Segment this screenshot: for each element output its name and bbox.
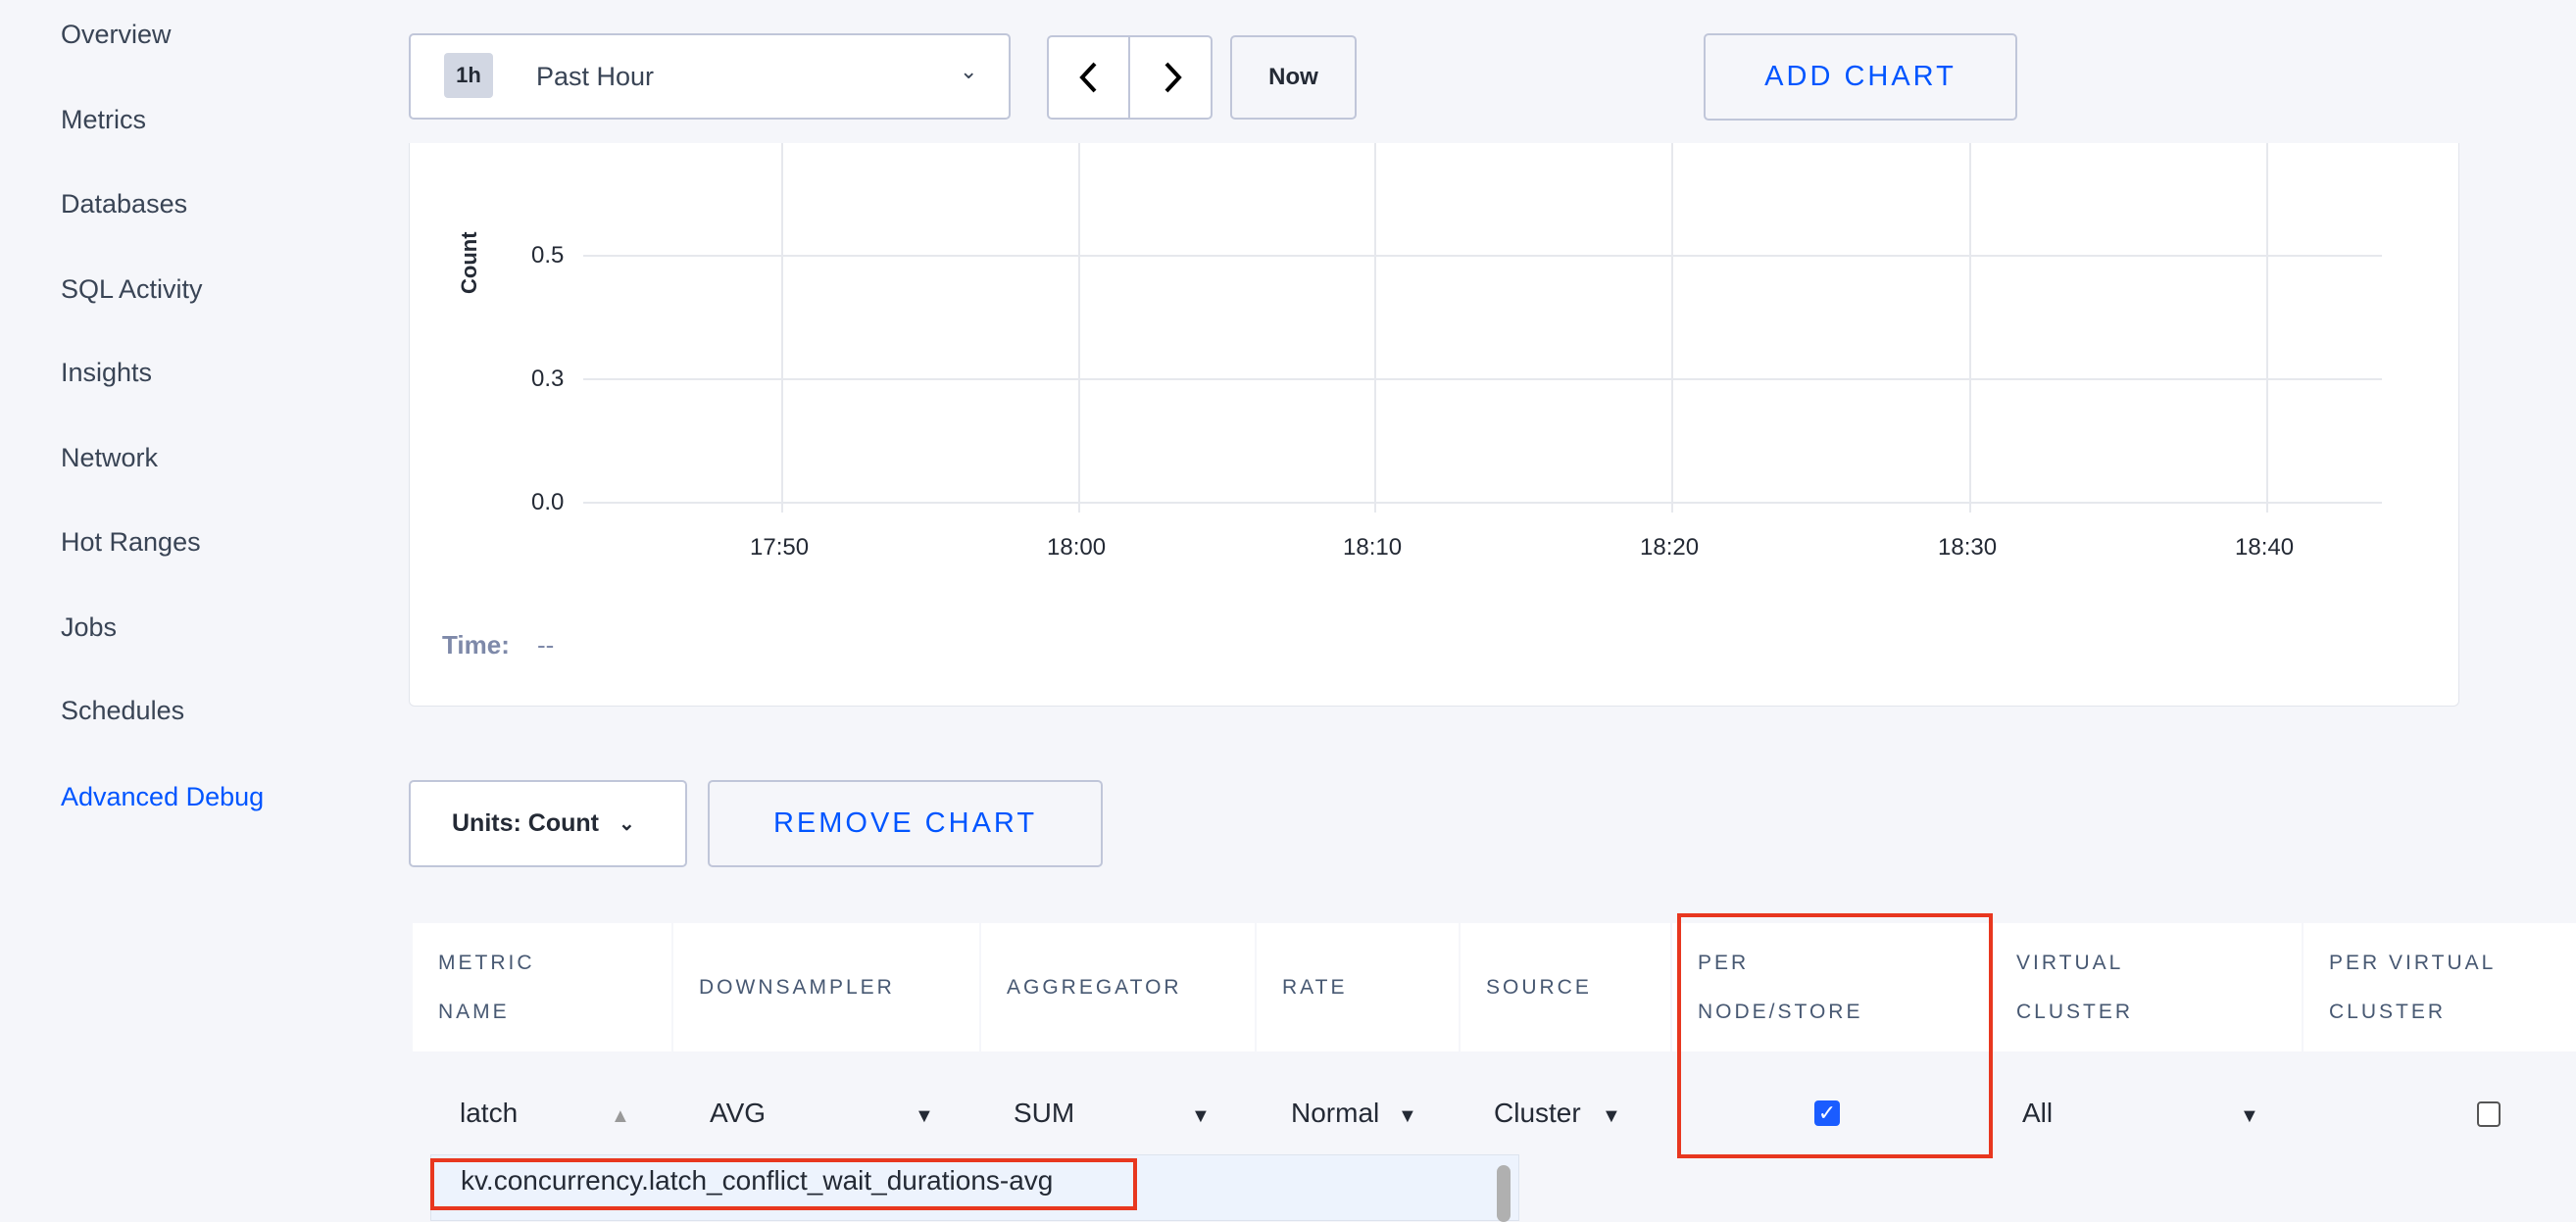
chevron-down-icon: ⌄	[618, 813, 635, 835]
source-select[interactable]: Cluster	[1494, 1098, 1581, 1128]
x-tick: 18:20	[1640, 534, 1700, 561]
gridline	[1671, 143, 1673, 513]
header-source: SOURCE	[1461, 923, 1670, 1051]
y-tick: 0.0	[531, 489, 565, 515]
now-button[interactable]: Now	[1230, 35, 1357, 120]
gridline	[1374, 143, 1376, 513]
time-label: Time:	[442, 630, 510, 660]
previous-button[interactable]	[1049, 37, 1130, 118]
time-range-label: Past Hour	[536, 62, 655, 91]
sidebar-item-schedules[interactable]: Schedules	[61, 696, 185, 725]
per-node-store-checkbox[interactable]: ✓	[1814, 1100, 1840, 1126]
x-tick: 18:30	[1938, 534, 1998, 561]
units-label: Units: Count	[452, 809, 599, 837]
remove-chart-button[interactable]: REMOVE CHART	[708, 780, 1103, 867]
y-axis-label: Count	[457, 231, 481, 294]
sidebar-item-metrics[interactable]: Metrics	[61, 105, 146, 134]
sidebar-item-insights[interactable]: Insights	[61, 358, 153, 387]
highlight-box	[1677, 913, 1993, 1158]
highlight-box	[430, 1158, 1137, 1210]
time-range-select[interactable]: 1h Past Hour ⌄	[409, 33, 1011, 120]
virtual-cluster-select[interactable]: All	[2022, 1098, 2054, 1128]
metric-name-input[interactable]: latch	[460, 1098, 519, 1128]
scrollbar[interactable]	[1497, 1165, 1511, 1222]
sidebar-item-databases[interactable]: Databases	[61, 189, 188, 219]
sidebar-item-network[interactable]: Network	[61, 443, 159, 472]
x-tick: 17:50	[750, 534, 810, 561]
chevron-right-icon	[1164, 62, 1182, 93]
gridline	[1969, 143, 1971, 513]
units-select[interactable]: Units: Count ⌄	[409, 780, 687, 867]
gridline	[781, 143, 783, 513]
gridline	[583, 378, 2382, 380]
suggestion-item[interactable]: kv.concurrency.latch_conflict_wait_durat…	[461, 1165, 1054, 1196]
gridline	[583, 502, 2382, 504]
x-tick: 18:40	[2235, 534, 2295, 561]
aggregator-select[interactable]: SUM	[1014, 1098, 1075, 1128]
header-metric-name: METRIC NAME	[413, 923, 671, 1051]
gridline	[2266, 143, 2268, 513]
sidebar-item-hot-ranges[interactable]: Hot Ranges	[61, 527, 201, 557]
caret-down-icon[interactable]: ▼	[1602, 1105, 1621, 1127]
y-tick: 0.3	[531, 366, 565, 392]
per-virtual-cluster-checkbox[interactable]	[2477, 1101, 2501, 1127]
header-aggregator: AGGREGATOR	[981, 923, 1255, 1051]
sidebar-item-overview[interactable]: Overview	[61, 20, 172, 49]
caret-down-icon[interactable]: ▼	[915, 1105, 934, 1127]
x-tick: 18:00	[1047, 534, 1107, 561]
sidebar-item-sql-activity[interactable]: SQL Activity	[61, 274, 203, 304]
header-virtual-cluster: VIRTUAL CLUSTER	[1991, 923, 2302, 1051]
add-chart-button[interactable]: ADD CHART	[1704, 33, 2017, 121]
chart-panel	[409, 143, 2459, 707]
sidebar-item-jobs[interactable]: Jobs	[61, 612, 118, 642]
chevron-left-icon	[1078, 62, 1096, 93]
caret-down-icon[interactable]: ▼	[2240, 1105, 2259, 1127]
gridline	[583, 255, 2382, 257]
sidebar-item-advanced-debug[interactable]: Advanced Debug	[61, 782, 265, 811]
x-tick: 18:10	[1343, 534, 1403, 561]
header-downsampler: DOWNSAMPLER	[673, 923, 979, 1051]
time-nav	[1047, 35, 1213, 120]
header-per-node-store: PER NODE/STORE	[1672, 923, 1989, 1051]
caret-down-icon[interactable]: ▼	[1398, 1105, 1417, 1127]
gridline	[1078, 143, 1080, 513]
downsampler-select[interactable]: AVG	[710, 1098, 767, 1128]
time-value: --	[537, 630, 555, 660]
y-tick: 0.5	[531, 242, 565, 269]
header-per-virtual-cluster: PER VIRTUAL CLUSTER	[2304, 923, 2576, 1051]
next-button[interactable]	[1131, 37, 1213, 118]
time-badge: 1h	[444, 53, 493, 98]
rate-select[interactable]: Normal	[1291, 1098, 1380, 1128]
chevron-down-icon: ⌄	[960, 59, 978, 83]
header-rate: RATE	[1257, 923, 1459, 1051]
caret-down-icon[interactable]: ▼	[1191, 1105, 1211, 1127]
caret-up-icon[interactable]: ▲	[611, 1105, 630, 1127]
